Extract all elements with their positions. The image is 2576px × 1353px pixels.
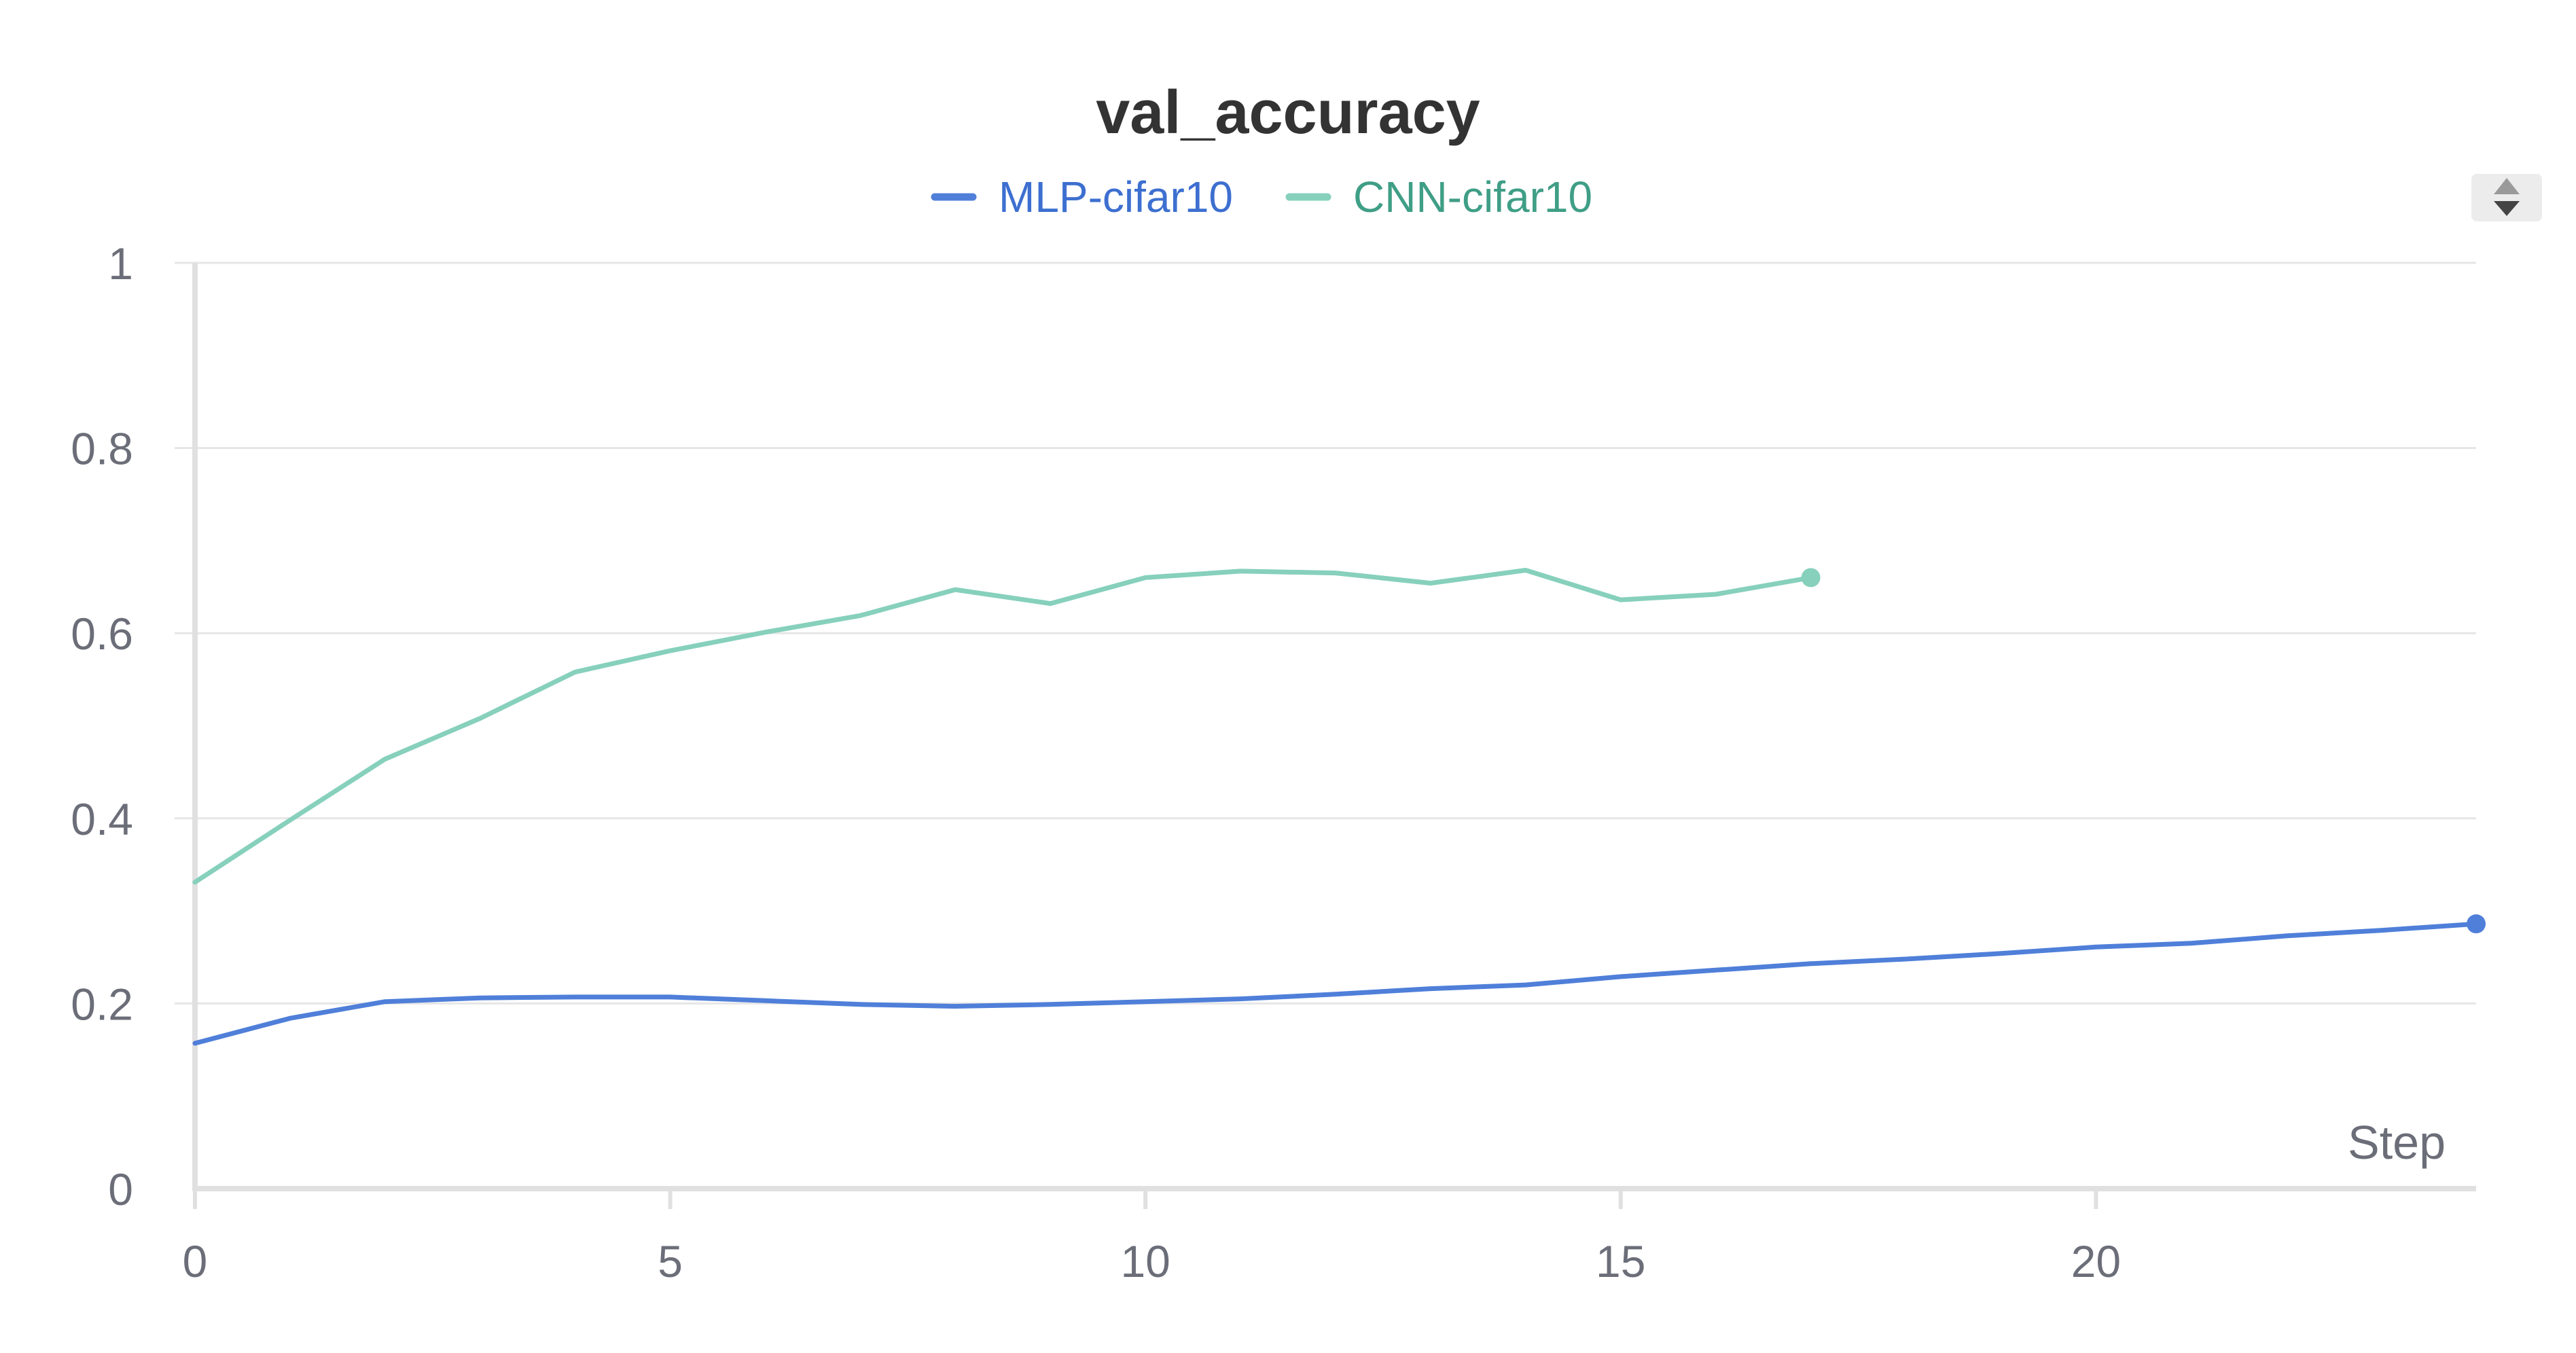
up-arrow-icon[interactable] [2494,178,2520,194]
legend-item-MLP-cifar10[interactable]: MLP-cifar10 [931,173,1233,221]
series-end-point-CNN-cifar10 [1801,568,1821,588]
x-axis-label: Step [2348,1116,2446,1169]
x-tick-label: 10 [1120,1236,1170,1286]
legend-scroll-button[interactable] [2471,174,2542,221]
series-lines [192,568,2486,1046]
legend[interactable]: MLP-cifar10 CNN-cifar10 [931,173,1592,221]
y-tick-label: 0 [108,1164,133,1214]
grid-lines [175,261,2476,1005]
series-line-MLP-cifar10 [192,921,2479,1046]
x-tick-label: 15 [1596,1236,1645,1286]
legend-label: CNN-cifar10 [1353,173,1592,221]
x-tick-label: 5 [658,1236,683,1286]
series-end-point-MLP-cifar10 [2467,914,2486,934]
x-tick-label: 0 [183,1236,208,1286]
y-tick-label: 0.6 [71,609,133,659]
axes [192,263,2476,1209]
legend-item-CNN-cifar10[interactable]: CNN-cifar10 [1285,173,1592,221]
y-tick-label: 0.8 [71,424,133,474]
y-tick-label: 1 [108,238,133,289]
y-tick-label: 0.2 [71,979,133,1029]
tick-labels: 00.20.40.60.810 5 10 15 20 [71,238,2121,1286]
down-arrow-icon[interactable] [2494,201,2520,216]
chart-title: val_accuracy [1096,79,1480,147]
legend-scroll-button-bg [2471,174,2542,221]
y-tick-label: 0.4 [71,794,133,844]
x-tick-label: 20 [2071,1236,2121,1286]
series-line-CNN-cifar10 [192,568,1814,885]
legend-label: MLP-cifar10 [999,173,1233,221]
